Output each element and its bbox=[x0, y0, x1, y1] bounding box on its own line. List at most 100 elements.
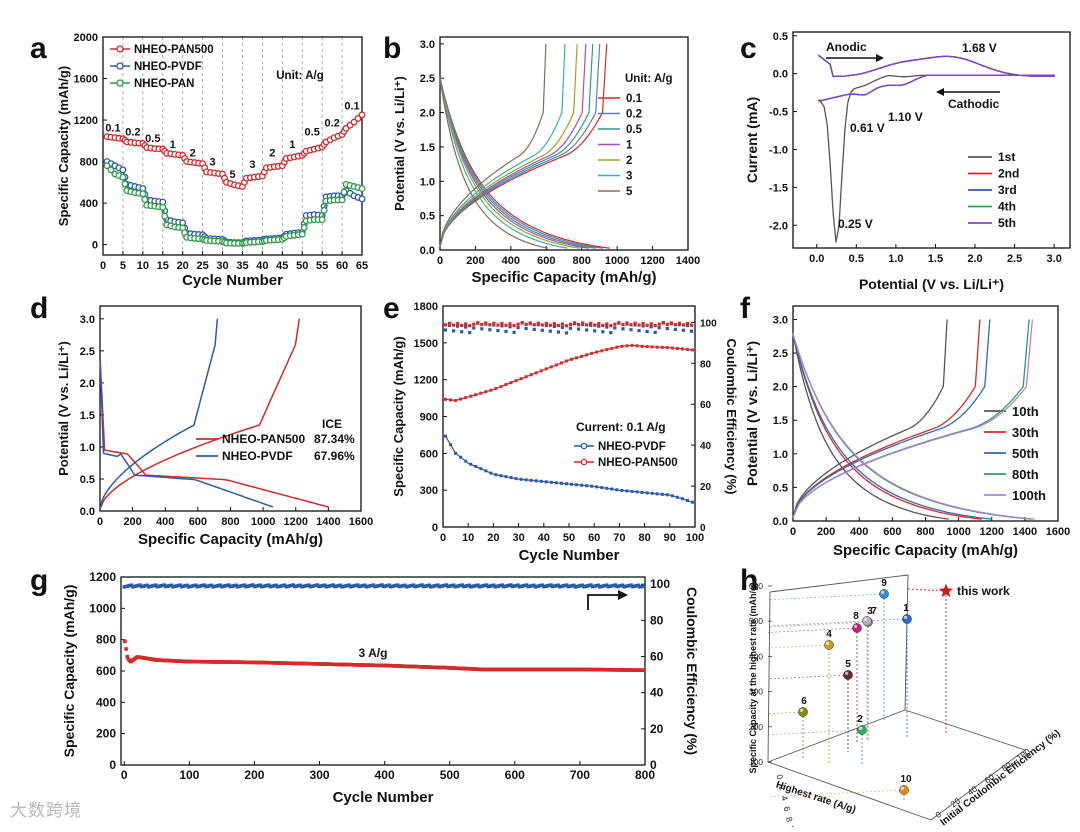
ce-point bbox=[516, 322, 520, 326]
marker-NHEO-PAN500 bbox=[539, 369, 543, 373]
marker-NHEO-PAN500 bbox=[595, 350, 599, 354]
x-tick-label: 1400 bbox=[1013, 526, 1037, 538]
y-axis-label: Potential (V vs. Li/Li⁺) bbox=[392, 76, 407, 211]
ce-point bbox=[451, 329, 456, 333]
x-tick-label: 600 bbox=[883, 526, 901, 538]
ce-point bbox=[637, 323, 641, 327]
ce-point bbox=[653, 330, 657, 334]
panel-letter: b bbox=[383, 32, 401, 65]
y-tick-label: 200 bbox=[96, 727, 116, 741]
legend-label: 30th bbox=[1012, 425, 1039, 440]
x-tick-label: 400 bbox=[156, 516, 174, 528]
box-edge bbox=[904, 574, 909, 711]
panel-letter: c bbox=[740, 32, 757, 65]
x-tick-label: 20 bbox=[177, 260, 189, 272]
marker-NHEO-PAN500 bbox=[519, 377, 523, 381]
ce-point bbox=[460, 323, 464, 328]
charge-0.1 bbox=[439, 43, 608, 247]
ce-point bbox=[669, 321, 673, 325]
ce-point bbox=[564, 331, 569, 335]
marker-NHEO-PAN500 bbox=[499, 385, 503, 389]
ce-point bbox=[621, 327, 625, 331]
y-tick-label: 0.5 bbox=[420, 211, 435, 223]
x-tick-label: 8 bbox=[784, 815, 795, 823]
y-tick-label: 400 bbox=[749, 651, 763, 661]
ce-point bbox=[593, 323, 597, 327]
plot-frame bbox=[102, 36, 363, 256]
ce-point bbox=[548, 323, 552, 327]
marker-NHEO-PAN500 bbox=[640, 344, 644, 348]
ce-point bbox=[480, 322, 484, 327]
drop-line bbox=[767, 593, 885, 601]
ce-point bbox=[653, 324, 657, 328]
ce-point bbox=[456, 324, 460, 328]
marker-NHEO-PVDF bbox=[544, 480, 548, 484]
charge-50th bbox=[792, 319, 991, 518]
ce-point bbox=[472, 322, 476, 326]
x-tick-label: 10 bbox=[137, 260, 149, 272]
legend-label: 80th bbox=[1012, 467, 1039, 482]
legend-label: 50th bbox=[1012, 446, 1039, 461]
point-highlight bbox=[854, 624, 858, 629]
x-tick-label: 200 bbox=[123, 516, 141, 528]
ce-point bbox=[512, 330, 516, 334]
x-tick-label: 60 bbox=[588, 532, 600, 544]
ce-point bbox=[456, 322, 460, 326]
panel-h: h1002003004005006000246810020406080100Sp… bbox=[740, 564, 1063, 832]
marker-NHEO-PVDF bbox=[519, 477, 523, 481]
marker-NHEO-PVDF bbox=[615, 488, 619, 492]
panel-letter: h bbox=[740, 564, 758, 597]
rate-label: 1 bbox=[289, 139, 295, 151]
charge-1 bbox=[439, 43, 587, 247]
panel-letter: g bbox=[30, 564, 48, 597]
marker-NHEO-PAN500 bbox=[630, 343, 634, 347]
y2-tick-label: 60 bbox=[650, 650, 664, 664]
ce-point bbox=[597, 322, 601, 326]
drop-line bbox=[767, 644, 830, 649]
marker-NHEO-PVDF bbox=[670, 494, 674, 498]
x-tick-label: 2.0 bbox=[967, 253, 982, 265]
ce-point bbox=[520, 321, 524, 325]
ce-point bbox=[677, 321, 681, 325]
drop-line bbox=[767, 789, 905, 798]
y-tick-label: 500 bbox=[749, 616, 763, 626]
ce-point bbox=[488, 323, 492, 327]
charge-10th bbox=[792, 319, 948, 518]
marker-NHEO-PVDF bbox=[534, 479, 538, 483]
point-highlight bbox=[826, 641, 830, 646]
marker-NHEO-PAN500 bbox=[600, 349, 604, 353]
ce-point bbox=[649, 325, 653, 329]
marker-NHEO-PVDF bbox=[489, 471, 493, 475]
rate-note: 3 A/g bbox=[359, 646, 388, 660]
x-tick-label: 200 bbox=[244, 768, 264, 782]
ce-point bbox=[508, 325, 512, 329]
annotation-peak: 0.61 V bbox=[850, 121, 885, 135]
capacity-point bbox=[123, 639, 127, 644]
marker-NHEO-PAN bbox=[119, 173, 127, 181]
marker-NHEO-PVDF bbox=[549, 480, 553, 484]
point-label: 1 bbox=[903, 603, 909, 614]
marker-NHEO-PVDF bbox=[620, 488, 624, 492]
marker-NHEO-PAN500 bbox=[665, 346, 669, 350]
marker-NHEO-PVDF bbox=[459, 455, 463, 459]
y-tick-label: 800 bbox=[96, 633, 116, 647]
y-tick-label: 1600 bbox=[74, 74, 98, 86]
ce-point bbox=[673, 323, 677, 327]
marker-NHEO-PAN bbox=[298, 230, 306, 238]
ce-point bbox=[617, 321, 621, 325]
ce-point bbox=[484, 321, 488, 325]
unit-note: Unit: A/g bbox=[276, 70, 323, 82]
marker-NHEO-PAN500 bbox=[660, 345, 664, 349]
y-tick-label: 2.5 bbox=[420, 73, 435, 85]
x-tick-label: 65 bbox=[356, 260, 368, 272]
point-highlight bbox=[901, 786, 905, 791]
x-tick-label: 55 bbox=[316, 260, 328, 272]
y-tick-label: 0 bbox=[432, 522, 438, 534]
legend-label: NHEO-PVDF bbox=[134, 61, 202, 73]
ce-point bbox=[524, 322, 528, 327]
y-tick-label: 1.5 bbox=[80, 410, 95, 422]
x-tick-label: 50 bbox=[296, 260, 308, 272]
marker-NHEO-PVDF bbox=[635, 490, 639, 494]
annotation-anodic: Anodic bbox=[826, 40, 867, 54]
ce-point bbox=[601, 330, 605, 334]
